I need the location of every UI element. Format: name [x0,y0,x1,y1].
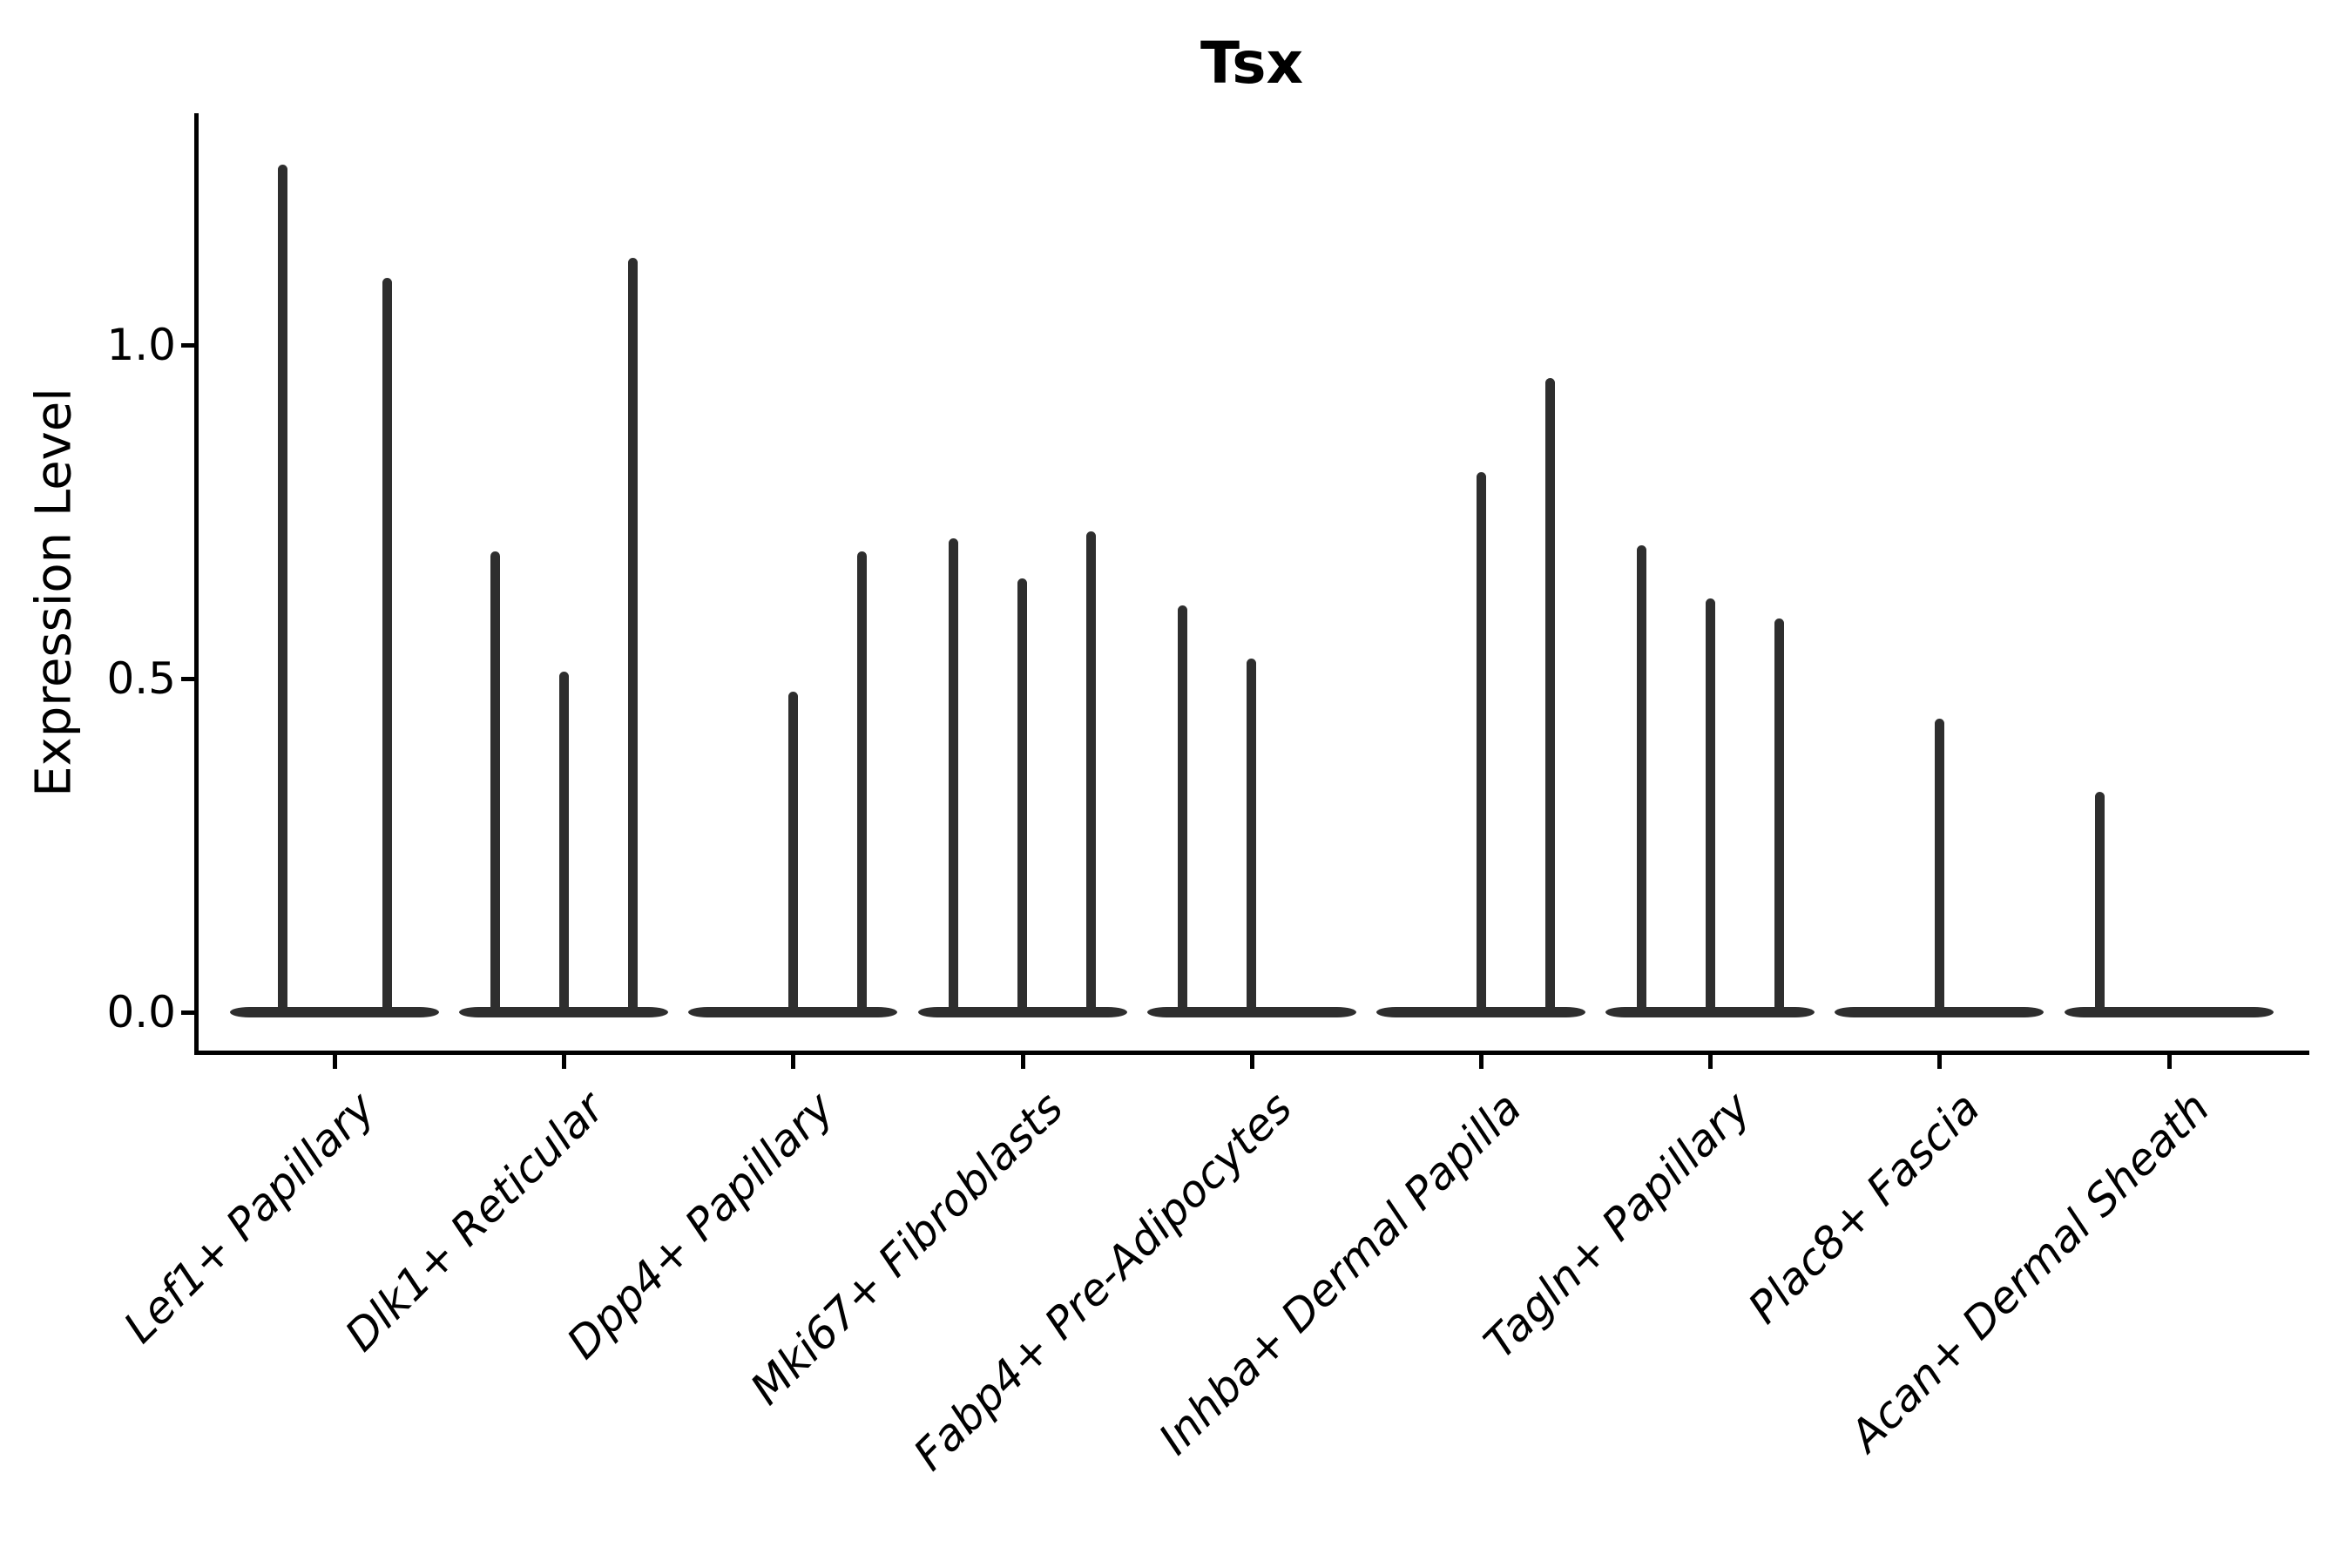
y-tick-mark [181,343,194,348]
x-tick-label: Lef1+ Papillary [114,1082,385,1353]
x-tick-mark [1708,1055,1713,1069]
violin-spike [1934,718,1944,1015]
x-tick-mark [333,1055,337,1069]
x-tick-mark [2166,1055,2172,1069]
x-tick-mark [1020,1055,1025,1069]
y-tick-label: 0.5 [106,653,176,704]
violin-spike [558,672,569,1015]
violin-baseline [230,1007,439,1017]
violin-spike [1086,531,1097,1015]
y-tick-label: 0.0 [106,987,176,1037]
chart-title: Tsx [1200,30,1304,97]
x-tick-mark [1249,1055,1254,1069]
violin-spike [1247,659,1257,1015]
violin-spike [277,165,287,1015]
violin-spike [382,278,392,1015]
violin-spike [787,692,798,1015]
violin-spike [627,258,638,1015]
y-tick-mark [181,677,194,681]
x-tick-mark [791,1055,796,1069]
x-tick-label: Fabp4+ Pre-Adipocytes [903,1082,1302,1481]
violin-spike [1017,578,1028,1015]
x-tick-mark [1479,1055,1484,1069]
y-axis-label: Expression Level [25,388,83,797]
violin-spike [2095,792,2105,1015]
violin-spike [1705,598,1715,1015]
violin-spike [856,551,867,1015]
x-tick-mark [1937,1055,1943,1069]
x-tick-label: Plac8+ Fascia [1739,1082,1990,1334]
violin-spike [1178,605,1188,1015]
x-axis-spine [194,1051,2309,1055]
violin-spike [490,551,500,1015]
violin-spike [1636,544,1646,1015]
violin-baseline [2064,1007,2274,1017]
violin-spike [1544,378,1555,1015]
violin-spike [1774,618,1784,1015]
x-tick-mark [562,1055,567,1069]
y-tick-mark [181,1010,194,1015]
y-tick-label: 1.0 [106,320,176,370]
violin-spike [949,538,959,1015]
violin-spike [1476,471,1486,1015]
y-axis-spine [194,113,199,1055]
